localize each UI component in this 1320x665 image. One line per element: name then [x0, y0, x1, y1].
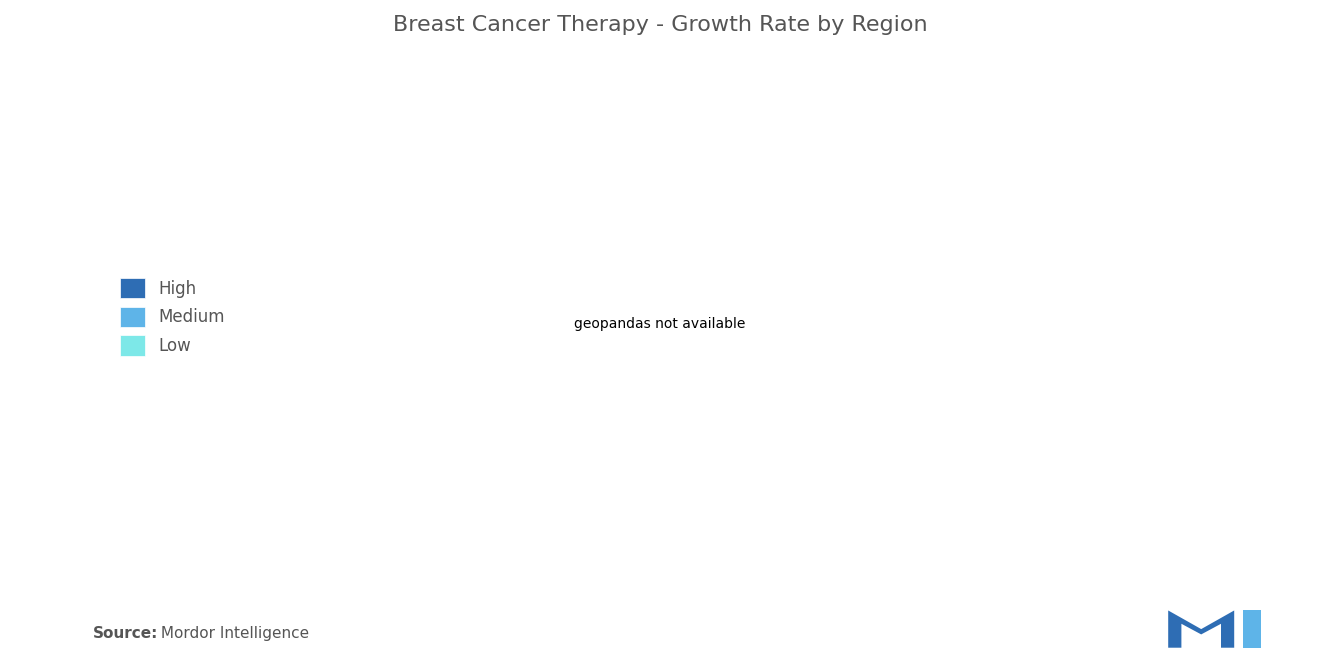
Polygon shape: [1168, 610, 1234, 648]
Text: geopandas not available: geopandas not available: [574, 317, 746, 331]
Text: Mordor Intelligence: Mordor Intelligence: [156, 626, 309, 642]
Title: Breast Cancer Therapy - Growth Rate by Region: Breast Cancer Therapy - Growth Rate by R…: [392, 15, 928, 35]
Legend: High, Medium, Low: High, Medium, Low: [114, 271, 232, 362]
Polygon shape: [1243, 610, 1261, 648]
Text: Source:: Source:: [92, 626, 158, 642]
